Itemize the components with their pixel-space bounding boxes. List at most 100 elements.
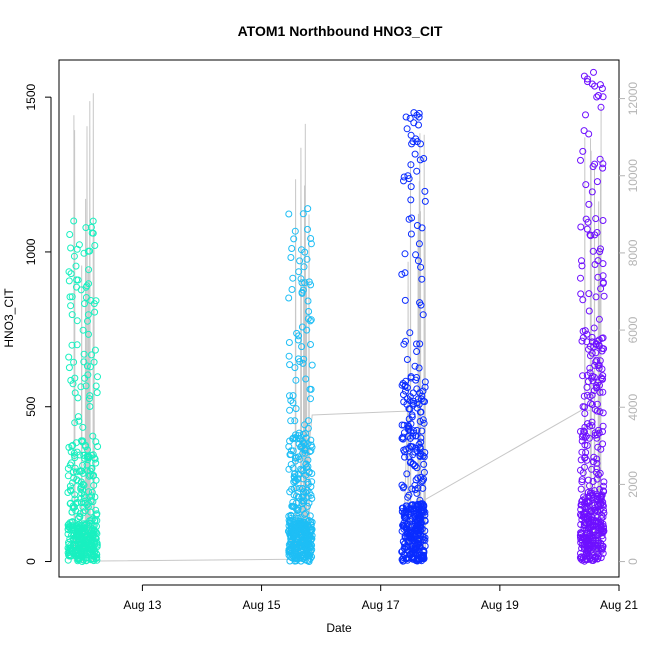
point	[581, 423, 589, 431]
point	[71, 374, 79, 382]
point	[587, 523, 595, 531]
point	[82, 294, 90, 301]
point	[90, 358, 98, 366]
point	[73, 276, 81, 284]
point	[301, 421, 309, 429]
point	[596, 485, 604, 493]
point	[588, 349, 596, 357]
point	[596, 248, 604, 256]
point	[305, 308, 313, 315]
point	[406, 517, 414, 525]
point	[596, 469, 604, 477]
point	[594, 92, 602, 99]
point	[295, 549, 303, 557]
point	[599, 428, 606, 436]
point	[587, 400, 595, 407]
y-right-tick-label: 8000	[626, 239, 640, 266]
point	[300, 498, 308, 506]
point	[584, 75, 591, 83]
point	[419, 452, 427, 460]
point	[590, 324, 598, 332]
point	[577, 223, 585, 231]
point	[401, 296, 409, 304]
point	[67, 376, 75, 384]
point	[76, 550, 84, 558]
point	[93, 556, 101, 564]
point	[92, 506, 100, 514]
point	[407, 161, 415, 169]
point	[599, 164, 607, 172]
point	[586, 231, 594, 239]
point	[291, 454, 299, 462]
point	[80, 451, 88, 459]
point	[420, 460, 428, 468]
point	[406, 393, 414, 401]
point	[418, 224, 426, 232]
point	[296, 358, 304, 366]
point	[400, 398, 408, 406]
point	[592, 293, 600, 301]
point	[72, 262, 80, 270]
point	[591, 545, 599, 553]
point	[580, 493, 588, 501]
x-tick-label: Aug 21	[600, 598, 638, 612]
point	[75, 241, 83, 249]
point	[297, 531, 305, 538]
point	[579, 431, 587, 439]
point	[412, 135, 420, 143]
point	[401, 269, 409, 277]
point	[92, 459, 100, 467]
point	[65, 277, 73, 285]
point	[65, 268, 73, 276]
point	[92, 382, 100, 390]
point	[286, 392, 293, 400]
point	[407, 131, 415, 139]
point	[401, 453, 409, 461]
point	[600, 509, 608, 517]
point	[291, 364, 299, 372]
point	[94, 373, 101, 381]
point	[70, 252, 78, 260]
point	[301, 279, 309, 287]
point	[421, 527, 429, 535]
y-right-tick-label: 12000	[626, 82, 640, 116]
point	[598, 526, 605, 534]
point	[591, 231, 599, 239]
point	[85, 330, 92, 338]
point	[577, 485, 585, 493]
x-tick-label: Aug 13	[123, 598, 161, 612]
point	[77, 551, 85, 559]
point	[89, 217, 97, 225]
point	[66, 545, 74, 553]
point	[577, 290, 585, 298]
point	[577, 530, 585, 538]
point	[581, 327, 589, 335]
point	[590, 494, 598, 502]
point	[302, 460, 310, 468]
point	[307, 316, 315, 324]
point	[301, 449, 309, 457]
point	[292, 376, 300, 384]
point	[419, 484, 427, 492]
point	[413, 340, 420, 348]
point	[583, 225, 591, 233]
point	[286, 488, 294, 496]
point	[80, 249, 88, 257]
point	[79, 544, 87, 552]
point	[599, 388, 607, 396]
point	[592, 215, 600, 223]
point	[83, 501, 91, 509]
point	[409, 401, 417, 409]
point	[407, 420, 415, 428]
point	[89, 432, 97, 440]
point	[291, 417, 299, 425]
point	[415, 121, 422, 129]
point	[582, 181, 590, 189]
point	[413, 464, 421, 472]
point	[91, 346, 99, 354]
point	[291, 474, 298, 482]
point	[68, 311, 76, 319]
point	[70, 532, 77, 540]
point	[411, 545, 419, 553]
